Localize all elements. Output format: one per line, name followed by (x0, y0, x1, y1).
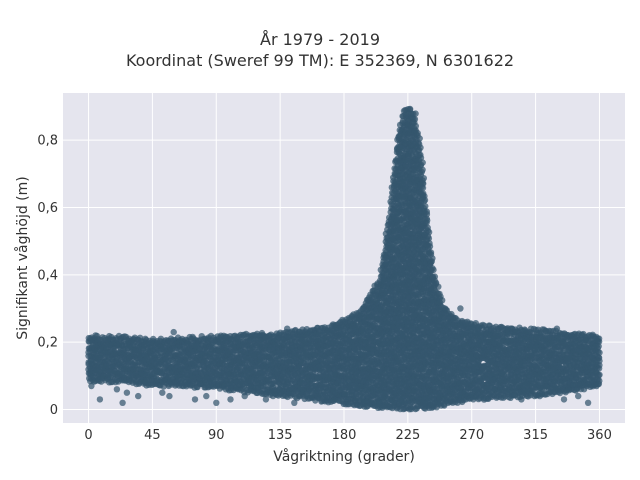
data-points (85, 105, 603, 413)
data-point (421, 193, 428, 200)
data-point (419, 166, 426, 173)
data-point (419, 159, 426, 166)
data-point (416, 135, 423, 142)
data-point (425, 229, 433, 236)
data-point (435, 283, 442, 290)
data-point (426, 243, 434, 250)
data-point (427, 249, 435, 256)
data-point (412, 110, 419, 117)
data-point (439, 297, 446, 304)
data-point (420, 180, 427, 187)
data-point (425, 235, 433, 242)
data-point (420, 175, 427, 182)
data-point (423, 208, 430, 215)
data-point (431, 273, 438, 280)
data-point (422, 203, 429, 210)
chart-title-line1: År 1979 - 2019 (260, 30, 380, 49)
data-point (412, 122, 419, 130)
data-point (411, 116, 419, 123)
chart-title-line2: Koordinat (Sweref 99 TM): E 352369, N 63… (125, 51, 515, 70)
data-point (424, 217, 431, 224)
data-point (429, 255, 436, 262)
data-point (430, 266, 437, 274)
data-point (417, 144, 424, 151)
data-point (417, 151, 424, 159)
